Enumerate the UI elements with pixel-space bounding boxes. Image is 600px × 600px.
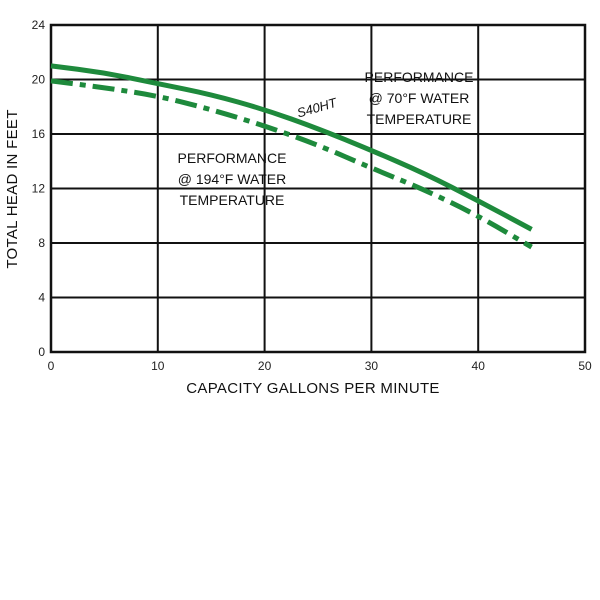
annotation-70f-line1: PERFORMANCE [365, 69, 474, 85]
series-line-194f [50, 78, 533, 250]
y-tick-20: 20 [32, 73, 46, 87]
x-tick-30: 30 [365, 359, 379, 373]
series-line-70f [50, 63, 533, 232]
x-tick-20: 20 [258, 359, 272, 373]
y-tick-4: 4 [38, 291, 45, 305]
y-tick-labels: 0 4 8 12 16 20 24 [32, 18, 46, 359]
y-tick-24: 24 [32, 18, 46, 32]
x-tick-50: 50 [578, 359, 592, 373]
annotation-194f-line3: TEMPERATURE [180, 192, 285, 208]
series-label-s40ht: S40HT [295, 95, 339, 121]
grid [49, 23, 587, 354]
annotation-70f-line3: TEMPERATURE [367, 111, 472, 127]
annotation-194f-line1: PERFORMANCE [178, 150, 287, 166]
x-axis-title: CAPACITY GALLONS PER MINUTE [186, 380, 439, 397]
series-lines [50, 63, 533, 250]
x-tick-labels: 0 10 20 30 40 50 [48, 359, 592, 373]
y-axis-title: TOTAL HEAD IN FEET [4, 109, 21, 268]
annotation-70f-line2: @ 70°F WATER [369, 90, 470, 106]
x-tick-10: 10 [151, 359, 165, 373]
annotation-70f: PERFORMANCE @ 70°F WATER TEMPERATURE [365, 69, 474, 127]
annotation-194f: PERFORMANCE @ 194°F WATER TEMPERATURE [178, 150, 287, 208]
y-tick-16: 16 [32, 127, 46, 141]
plot-frame [49, 23, 587, 354]
x-tick-40: 40 [472, 359, 486, 373]
annotation-194f-line2: @ 194°F WATER [178, 171, 287, 187]
y-tick-8: 8 [38, 236, 45, 250]
y-tick-0: 0 [38, 345, 45, 359]
x-tick-0: 0 [48, 359, 55, 373]
y-tick-12: 12 [32, 182, 46, 196]
